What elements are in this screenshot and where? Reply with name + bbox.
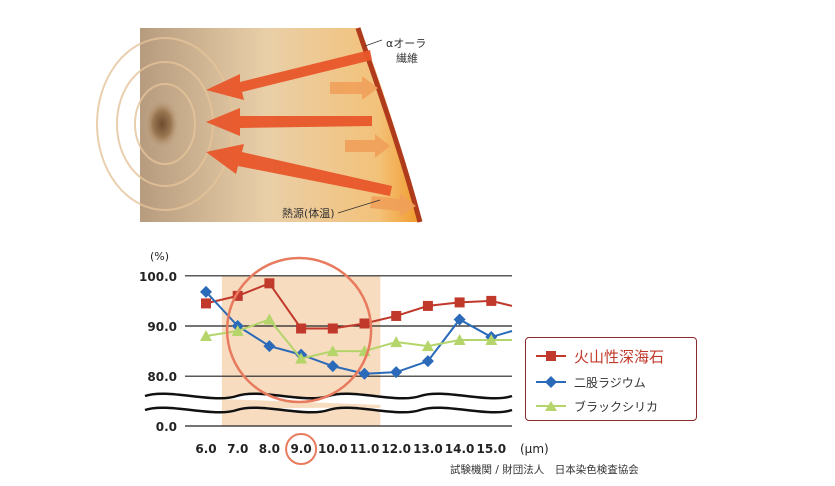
series-point-0: [359, 318, 370, 329]
x-tick-label: 7.0: [227, 442, 248, 456]
heat-illustration: [96, 27, 423, 223]
series-point-0: [327, 323, 338, 334]
fiber-leader: [364, 39, 383, 47]
alpha-aura-fiber: [355, 27, 423, 223]
legend-marker-triangle: [536, 401, 566, 411]
heat-source-label: 熱源(体温): [282, 207, 335, 220]
radiant-arrows-left: [206, 50, 392, 196]
series-point-1: [263, 340, 276, 353]
x-tick-label: 13.0: [413, 442, 443, 456]
legend-marker-square: [536, 351, 566, 361]
x-unit-label: (μm): [520, 442, 549, 456]
series-point-0: [391, 310, 402, 321]
series-point-1: [326, 360, 339, 373]
series-point-2: [485, 334, 498, 346]
series-point-0: [264, 278, 275, 289]
heat-source-core: [144, 98, 180, 150]
series-point-2: [231, 325, 244, 337]
heat-source-leader: [337, 199, 381, 214]
series-point-0: [422, 300, 433, 311]
legend-marker-diamond: [536, 376, 566, 388]
series-point-0: [454, 297, 465, 308]
x-tick-label: 10.0: [318, 442, 348, 456]
axis-break-fill: [145, 393, 512, 413]
series-point-2: [200, 330, 212, 342]
y-tick-label: 0.0: [156, 420, 177, 434]
legend-label: ブラックシリカ: [574, 399, 659, 414]
legend-label: 二股ラジウム: [574, 375, 646, 390]
y-tick-label: 80.0: [147, 370, 177, 384]
fiber-label-line2: 繊維: [396, 52, 418, 65]
legend-item-silica: ブラックシリカ: [536, 398, 658, 414]
radiant-arrows-right: [330, 76, 416, 217]
series-point-1: [453, 313, 466, 326]
x-tick-label: 14.0: [445, 442, 475, 456]
series-point-2: [295, 352, 308, 364]
x-tick-label: 6.0: [195, 442, 216, 456]
series-point-0: [201, 298, 211, 309]
series-point-0: [296, 323, 307, 334]
highlight-circle: [225, 256, 373, 404]
x-tick-label: 9.0: [290, 442, 311, 456]
series-point-1: [200, 285, 212, 298]
series-point-1: [358, 367, 371, 380]
fiber-label-line1: αオーラ: [386, 37, 427, 50]
x-tick-label: 15.0: [476, 442, 506, 456]
y-unit-label: (%): [150, 250, 169, 263]
x-highlight-circle: [285, 433, 318, 465]
legend-item-radium: 二股ラジウム: [536, 374, 646, 390]
legend-item-volcanic: 火山性深海石: [536, 347, 665, 366]
x-tick-label: 11.0: [350, 442, 380, 456]
series-point-2: [453, 334, 466, 346]
series-point-0: [486, 295, 497, 306]
series-point-2: [326, 345, 339, 357]
chart-legend: 火山性深海石 二股ラジウム ブラックシリカ: [525, 337, 697, 421]
series-point-2: [263, 313, 276, 325]
test-credit: 試験機関 / 財団法人 日本染色検査協会: [450, 464, 639, 476]
series-point-1: [390, 366, 403, 379]
axis-break-line: [144, 406, 513, 414]
series-point-2: [421, 340, 434, 352]
y-tick-label: 100.0: [139, 270, 177, 284]
series-point-2: [390, 336, 403, 348]
x-tick-label: 12.0: [381, 442, 411, 456]
series-point-1: [421, 355, 434, 368]
legend-label: 火山性深海石: [574, 347, 665, 366]
x-tick-label: 8.0: [259, 442, 280, 456]
y-tick-label: 90.0: [147, 320, 177, 334]
